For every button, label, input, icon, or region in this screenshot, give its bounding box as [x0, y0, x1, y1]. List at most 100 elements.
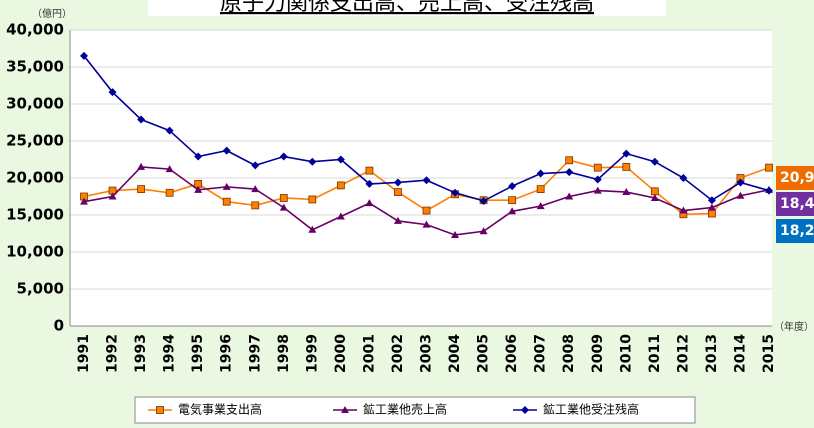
- marker: [393, 216, 402, 224]
- y-tick-label: 15,000: [6, 206, 64, 224]
- annotation-box: [776, 166, 814, 190]
- marker: [108, 88, 117, 97]
- marker: [565, 168, 574, 177]
- marker: [536, 169, 545, 178]
- marker: [365, 166, 374, 175]
- annotation-label: 20,94: [780, 170, 814, 186]
- marker: [508, 207, 517, 215]
- x-tick-label: 2001: [361, 334, 377, 373]
- x-tick-label: 2014: [732, 334, 748, 373]
- marker: [622, 162, 631, 171]
- x-tick-label: 2004: [447, 334, 463, 373]
- x-tick-label: 2000: [333, 334, 349, 373]
- x-tick-label: 1998: [276, 334, 292, 373]
- x-tick-label: 1994: [162, 334, 178, 373]
- marker: [508, 182, 517, 191]
- marker: [422, 176, 431, 185]
- x-tick-label: 2013: [704, 334, 720, 373]
- marker: [622, 149, 631, 158]
- marker: [336, 212, 345, 220]
- y-tick-label: 20,000: [6, 169, 64, 187]
- marker: [708, 209, 716, 218]
- marker: [251, 185, 260, 193]
- y-tick-label: 40,000: [6, 21, 64, 39]
- marker: [736, 178, 745, 187]
- marker: [156, 406, 164, 414]
- y-tick-label: 25,000: [6, 132, 64, 150]
- marker: [679, 174, 688, 182]
- marker: [308, 195, 317, 204]
- marker: [650, 193, 659, 201]
- marker: [565, 192, 574, 200]
- marker: [108, 192, 117, 200]
- marker: [165, 165, 174, 173]
- annotation-label: 18,24: [780, 223, 814, 239]
- legend-label: 鉱工業他受注残高: [543, 402, 639, 417]
- marker: [137, 185, 145, 194]
- marker: [707, 203, 716, 211]
- marker: [707, 196, 716, 205]
- x-tick-label: 1993: [133, 334, 149, 373]
- marker: [80, 51, 88, 60]
- annotation-box: [776, 219, 814, 243]
- marker: [736, 191, 745, 199]
- x-tick-label: 2012: [675, 334, 691, 373]
- marker: [336, 181, 345, 190]
- x-tick-label: 1995: [190, 334, 206, 373]
- x-tick-label: 2008: [561, 334, 577, 373]
- marker: [508, 196, 517, 205]
- marker: [451, 230, 460, 238]
- marker: [650, 157, 659, 166]
- x-tick-label: 2003: [419, 334, 435, 373]
- x-tick-label: 1997: [247, 334, 263, 373]
- marker: [479, 227, 488, 235]
- annotation-box: [776, 192, 814, 216]
- marker: [422, 220, 431, 228]
- marker: [341, 406, 349, 413]
- legend: [134, 396, 696, 424]
- marker: [222, 182, 231, 190]
- chart-title: 原子力関係支出高、売上高、受注残高: [220, 0, 594, 16]
- x-tick-label: 2010: [618, 334, 634, 373]
- marker: [80, 197, 88, 205]
- marker: [650, 187, 659, 196]
- x-tick-label: 2006: [504, 334, 520, 373]
- marker: [137, 115, 146, 124]
- x-tick-label: 2007: [533, 334, 549, 373]
- x-tick-label: 1991: [76, 334, 92, 373]
- y-tick-label: 30,000: [6, 95, 64, 113]
- y-tick-label: 35,000: [6, 58, 64, 76]
- marker: [422, 206, 431, 215]
- marker: [194, 152, 203, 161]
- marker: [451, 188, 460, 197]
- x-unit: （年度）: [774, 320, 814, 333]
- marker: [365, 179, 374, 188]
- marker: [393, 178, 402, 187]
- x-tick-label: 2005: [476, 334, 492, 373]
- marker: [479, 196, 488, 205]
- annotation-label: 18,42: [780, 196, 814, 212]
- x-tick-label: 2009: [590, 334, 606, 373]
- marker: [308, 225, 317, 233]
- x-tick-label: 2002: [390, 334, 406, 373]
- marker: [394, 188, 402, 196]
- marker: [679, 206, 688, 214]
- marker: [165, 188, 174, 197]
- marker: [622, 188, 631, 196]
- x-tick-label: 1992: [105, 334, 121, 373]
- marker: [765, 163, 773, 172]
- marker: [279, 203, 288, 211]
- marker: [222, 146, 231, 155]
- marker: [336, 155, 345, 164]
- legend-label: 電気事業支出高: [178, 402, 262, 417]
- marker: [251, 161, 260, 170]
- y-tick-label: 0: [54, 317, 64, 335]
- y-tick-label: 10,000: [6, 243, 64, 261]
- marker: [593, 186, 602, 194]
- marker: [536, 202, 545, 210]
- x-tick-label: 1996: [219, 334, 235, 373]
- marker: [565, 156, 574, 165]
- marker: [279, 194, 288, 202]
- x-tick-label: 2011: [647, 334, 663, 373]
